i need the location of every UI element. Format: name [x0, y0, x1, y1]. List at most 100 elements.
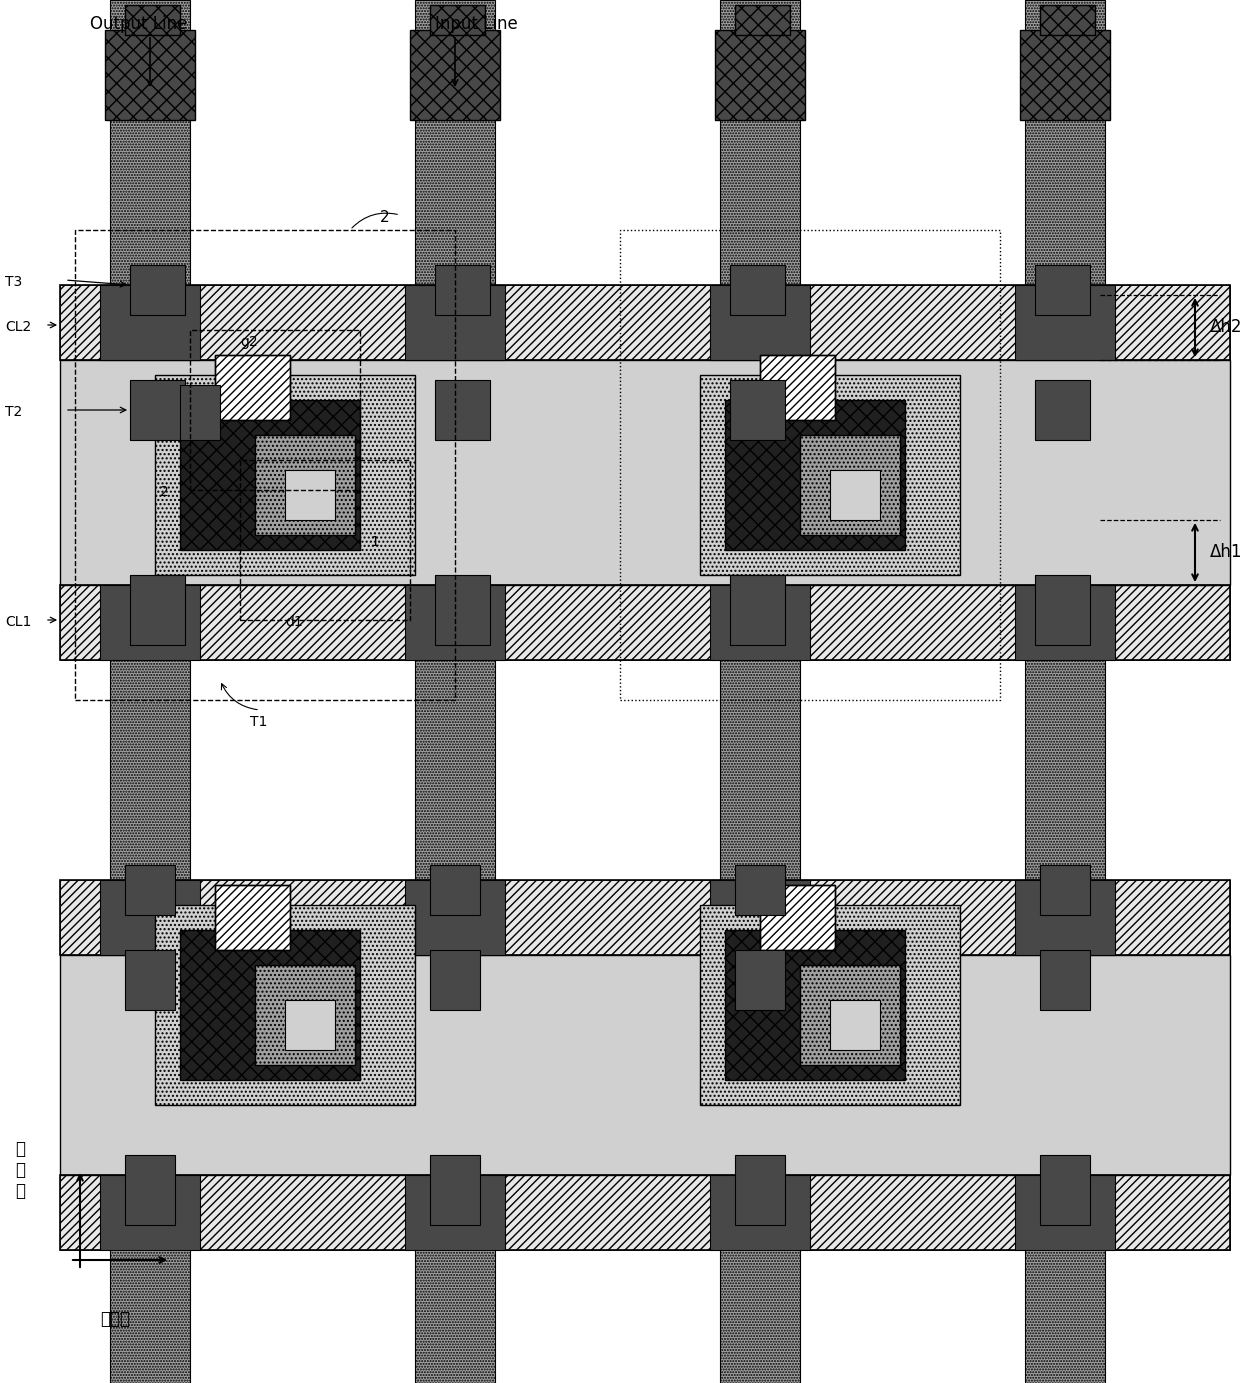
- Bar: [0, 956, 1240, 1176]
- Text: T1: T1: [250, 715, 268, 729]
- Bar: [760, 885, 835, 950]
- Text: T2: T2: [5, 405, 22, 419]
- Bar: [255, 965, 355, 1065]
- Bar: [60, 1176, 1230, 1250]
- Bar: [735, 864, 785, 916]
- Text: T3: T3: [5, 275, 22, 289]
- Bar: [711, 1176, 810, 1250]
- Bar: [1035, 380, 1090, 440]
- Bar: [1021, 30, 1110, 120]
- Bar: [1040, 864, 1090, 916]
- Bar: [730, 266, 785, 315]
- Bar: [1040, 6, 1095, 35]
- Bar: [125, 6, 180, 35]
- Bar: [405, 1176, 505, 1250]
- Bar: [241, 461, 410, 620]
- Bar: [711, 285, 810, 360]
- Bar: [60, 585, 1230, 660]
- Bar: [100, 285, 200, 360]
- Bar: [0, 360, 1240, 585]
- Text: Output Line: Output Line: [91, 15, 187, 33]
- Bar: [190, 331, 360, 490]
- Bar: [60, 585, 1230, 660]
- Bar: [155, 375, 415, 575]
- Bar: [405, 585, 505, 660]
- Bar: [720, 0, 800, 1383]
- Bar: [800, 965, 900, 1065]
- Text: CL2: CL2: [5, 319, 31, 335]
- Bar: [415, 0, 495, 1383]
- Bar: [215, 355, 290, 420]
- Bar: [215, 885, 290, 950]
- Bar: [430, 950, 480, 1010]
- Bar: [735, 950, 785, 1010]
- Text: g2: g2: [241, 335, 258, 349]
- Bar: [1025, 0, 1105, 1383]
- Bar: [60, 956, 1230, 1176]
- Bar: [60, 285, 1230, 360]
- Bar: [760, 355, 835, 420]
- Bar: [620, 230, 999, 700]
- Bar: [735, 6, 790, 35]
- Bar: [435, 380, 490, 440]
- Text: CL1: CL1: [5, 615, 31, 629]
- Bar: [60, 956, 1230, 1176]
- Bar: [255, 436, 355, 535]
- Bar: [60, 285, 1230, 360]
- Bar: [760, 885, 835, 950]
- Bar: [725, 929, 905, 1080]
- Text: 2: 2: [160, 485, 169, 499]
- Bar: [180, 400, 360, 550]
- Bar: [125, 864, 175, 916]
- Bar: [60, 1176, 1230, 1250]
- Text: 列
方
向: 列 方 向: [15, 1140, 25, 1199]
- Bar: [100, 1176, 200, 1250]
- Bar: [720, 0, 800, 1383]
- Bar: [110, 0, 190, 1383]
- Bar: [130, 380, 185, 440]
- Bar: [110, 0, 190, 1383]
- Bar: [60, 880, 1230, 956]
- Text: 2: 2: [379, 210, 389, 225]
- Bar: [215, 355, 290, 420]
- Bar: [285, 470, 335, 520]
- Bar: [1035, 575, 1090, 644]
- Bar: [701, 904, 960, 1105]
- Bar: [60, 285, 1230, 360]
- Bar: [800, 436, 900, 535]
- Bar: [760, 355, 835, 420]
- Bar: [1016, 1176, 1115, 1250]
- Bar: [711, 880, 810, 956]
- Bar: [830, 470, 880, 520]
- Bar: [130, 575, 185, 644]
- Bar: [100, 585, 200, 660]
- Text: Input Line: Input Line: [435, 15, 518, 33]
- Bar: [180, 384, 219, 440]
- Bar: [130, 266, 185, 315]
- Bar: [701, 375, 960, 575]
- Bar: [125, 1155, 175, 1225]
- Text: 行方向: 行方向: [100, 1310, 130, 1328]
- Text: d1: d1: [285, 615, 303, 629]
- Text: Δh1: Δh1: [1210, 544, 1240, 561]
- Bar: [430, 1155, 480, 1225]
- Bar: [435, 575, 490, 644]
- Bar: [155, 904, 415, 1105]
- Bar: [735, 1155, 785, 1225]
- Bar: [60, 585, 1230, 660]
- Bar: [730, 575, 785, 644]
- Bar: [730, 380, 785, 440]
- Bar: [60, 880, 1230, 956]
- Bar: [125, 950, 175, 1010]
- Text: Δh2: Δh2: [1210, 318, 1240, 336]
- Bar: [60, 880, 1230, 956]
- Bar: [1025, 0, 1105, 1383]
- Bar: [60, 1176, 1230, 1250]
- Bar: [1016, 285, 1115, 360]
- Bar: [1016, 585, 1115, 660]
- Bar: [725, 400, 905, 550]
- Bar: [410, 30, 500, 120]
- Bar: [715, 30, 805, 120]
- Text: 1: 1: [370, 535, 379, 549]
- Bar: [285, 1000, 335, 1050]
